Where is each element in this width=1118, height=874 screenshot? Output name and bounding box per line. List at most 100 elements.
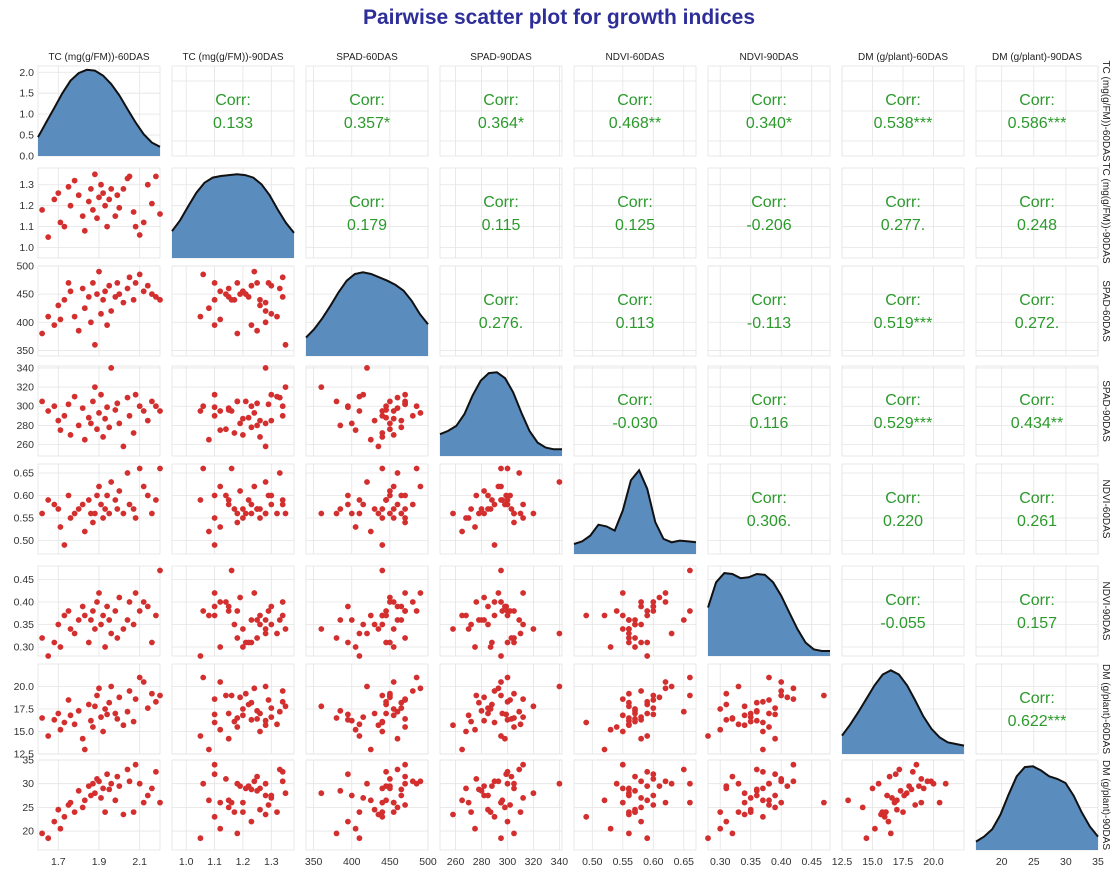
data-point (900, 809, 906, 815)
data-point (257, 515, 263, 521)
data-point (468, 506, 474, 512)
data-point (240, 515, 246, 521)
data-point (279, 599, 286, 605)
data-point (499, 497, 506, 503)
data-point (223, 776, 229, 782)
data-point (120, 186, 127, 192)
data-point (124, 470, 131, 476)
data-point (601, 612, 608, 619)
data-point (473, 776, 480, 782)
data-point (481, 594, 487, 601)
corr-label: Corr: (751, 92, 787, 109)
x-tick-label: 1.2 (236, 856, 251, 868)
data-point (248, 699, 255, 706)
data-point (662, 599, 669, 605)
data-point (242, 690, 249, 697)
data-point (383, 608, 389, 614)
data-point (918, 776, 925, 782)
data-point (638, 599, 644, 605)
data-point (75, 707, 82, 714)
column-header: SPAD-90DAS (470, 52, 532, 63)
data-point (450, 811, 456, 818)
data-point (516, 470, 523, 476)
data-point (390, 644, 397, 650)
x-tick-label: 0.35 (740, 856, 761, 868)
data-point (265, 802, 272, 808)
density-area (708, 573, 830, 656)
corr-value: 0.519*** (874, 315, 933, 332)
data-point (498, 567, 504, 574)
data-point (735, 780, 742, 787)
data-point (753, 708, 760, 715)
data-point (149, 510, 155, 517)
data-point (75, 506, 82, 512)
data-point (206, 612, 212, 619)
data-point (390, 679, 397, 685)
data-point (257, 621, 263, 628)
data-point (364, 365, 370, 371)
data-point (153, 173, 159, 180)
data-point (57, 427, 64, 433)
corr-value: 0.306. (747, 513, 791, 530)
data-point (65, 401, 72, 408)
data-point (57, 524, 64, 530)
data-point (254, 327, 260, 334)
data-point (225, 735, 232, 742)
data-point (516, 708, 523, 715)
data-point (225, 603, 232, 610)
data-point (465, 712, 472, 719)
data-point (772, 792, 778, 799)
density-area (842, 670, 964, 754)
data-point (735, 721, 742, 728)
data-point (942, 780, 949, 787)
data-point (206, 305, 212, 312)
y-tick-label: 30 (22, 778, 34, 790)
density-curve (439, 371, 562, 451)
data-point (741, 712, 748, 719)
data-point (619, 696, 626, 702)
data-point (81, 305, 88, 312)
data-point (132, 223, 139, 230)
data-point (282, 703, 289, 710)
density-curve (573, 468, 697, 545)
y-tick-label: 20 (22, 826, 34, 838)
data-point (760, 728, 766, 735)
density-area (38, 69, 160, 156)
data-point (520, 621, 526, 628)
x-tick-label: 260 (447, 856, 465, 868)
data-point (94, 492, 100, 499)
data-point (51, 639, 58, 646)
data-point (409, 688, 416, 694)
data-point (729, 830, 736, 837)
data-point (318, 703, 325, 710)
data-point (387, 420, 393, 427)
data-point (279, 698, 286, 705)
data-point (248, 716, 255, 723)
data-point (39, 715, 45, 721)
panel-background (439, 265, 563, 357)
data-point (503, 603, 510, 610)
data-point (383, 414, 389, 421)
data-point (98, 310, 104, 317)
data-point (409, 599, 416, 605)
data-point (626, 830, 632, 837)
data-point (766, 724, 772, 730)
data-point (644, 608, 651, 614)
data-point (94, 692, 100, 699)
data-point (619, 761, 626, 768)
data-point (206, 797, 212, 804)
data-point (402, 780, 408, 787)
data-point (356, 408, 363, 414)
data-point (102, 809, 108, 815)
data-point (468, 809, 474, 815)
data-point (39, 207, 45, 213)
y-tick-label: 500 (16, 261, 34, 273)
data-point (503, 492, 510, 499)
data-point (348, 510, 355, 517)
data-point (468, 621, 474, 628)
data-point (96, 194, 102, 201)
corr-label: Corr: (483, 292, 519, 309)
data-point (463, 785, 469, 792)
data-point (619, 799, 626, 806)
data-point (102, 706, 108, 712)
